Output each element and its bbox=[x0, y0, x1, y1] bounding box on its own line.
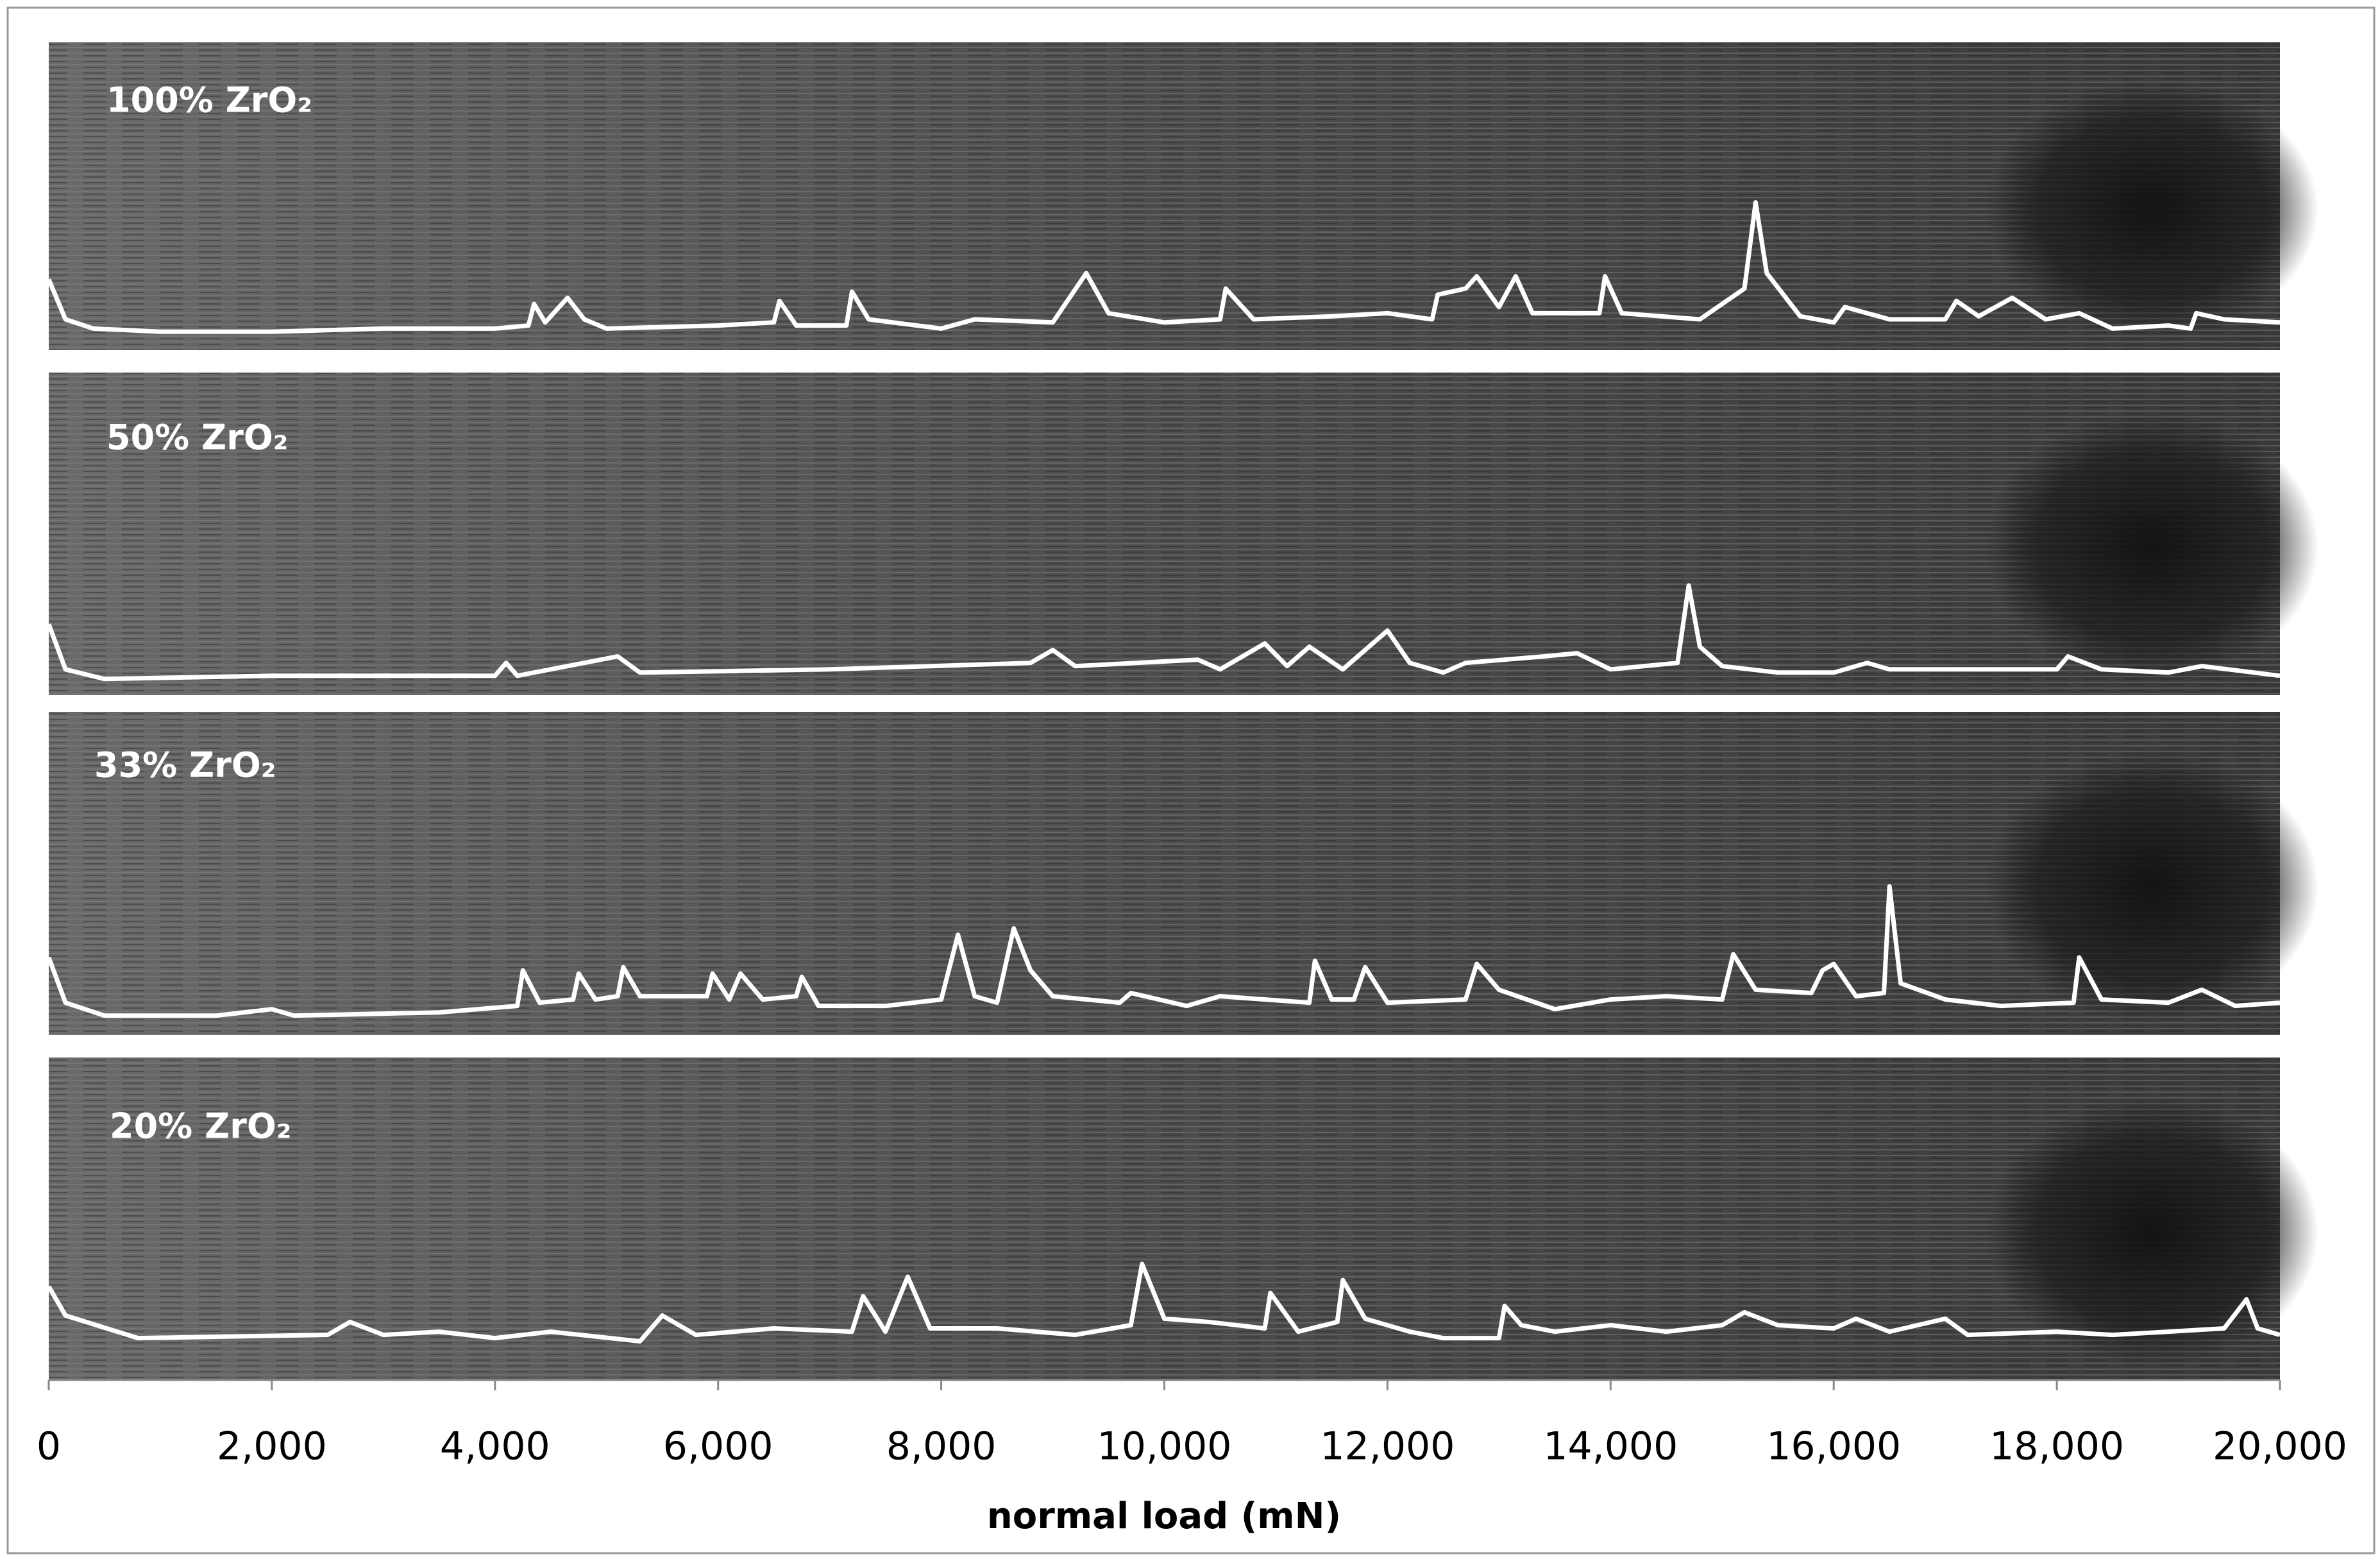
micrograph-texture bbox=[49, 42, 2280, 350]
x-tick-label: 0 bbox=[37, 1424, 61, 1469]
signal-line bbox=[46, 200, 2281, 334]
panel-label: 50% ZrO₂ bbox=[106, 417, 288, 458]
x-tick-label: 2,000 bbox=[217, 1424, 327, 1469]
signal-line bbox=[46, 1261, 2281, 1344]
signal-line bbox=[46, 583, 2281, 682]
panels: 100% ZrO₂ 50% ZrO₂ 33% ZrO₂ 20% ZrO₂ bbox=[46, 42, 2318, 1380]
micrograph-texture bbox=[49, 373, 2280, 695]
wear-track-end bbox=[1985, 80, 2318, 339]
wear-track-end bbox=[1985, 1096, 2318, 1367]
x-tick-label: 18,000 bbox=[1989, 1424, 2124, 1469]
x-tick-label: 4,000 bbox=[440, 1424, 550, 1469]
x-tick-label: 8,000 bbox=[886, 1424, 997, 1469]
panel-label: 100% ZrO₂ bbox=[106, 80, 312, 121]
x-tick-label: 6,000 bbox=[663, 1424, 773, 1469]
wear-track-end bbox=[1985, 750, 2318, 1022]
x-tick-label: 12,000 bbox=[1320, 1424, 1455, 1469]
x-tick-label: 20,000 bbox=[2213, 1424, 2347, 1469]
x-tick-label: 10,000 bbox=[1097, 1424, 1232, 1469]
panel-label: 20% ZrO₂ bbox=[110, 1106, 291, 1147]
figure-border bbox=[6, 6, 2376, 1554]
x-axis-title: normal load (mN) bbox=[987, 1495, 1341, 1537]
x-tick-label: 16,000 bbox=[1766, 1424, 1901, 1469]
micrograph-texture bbox=[49, 1057, 2280, 1380]
micrograph-texture bbox=[49, 712, 2280, 1035]
x-tick-label: 14,000 bbox=[1543, 1424, 1678, 1469]
panel-label: 33% ZrO₂ bbox=[94, 745, 276, 786]
signal-line bbox=[46, 884, 2281, 1018]
wear-track-end bbox=[1985, 411, 2318, 682]
